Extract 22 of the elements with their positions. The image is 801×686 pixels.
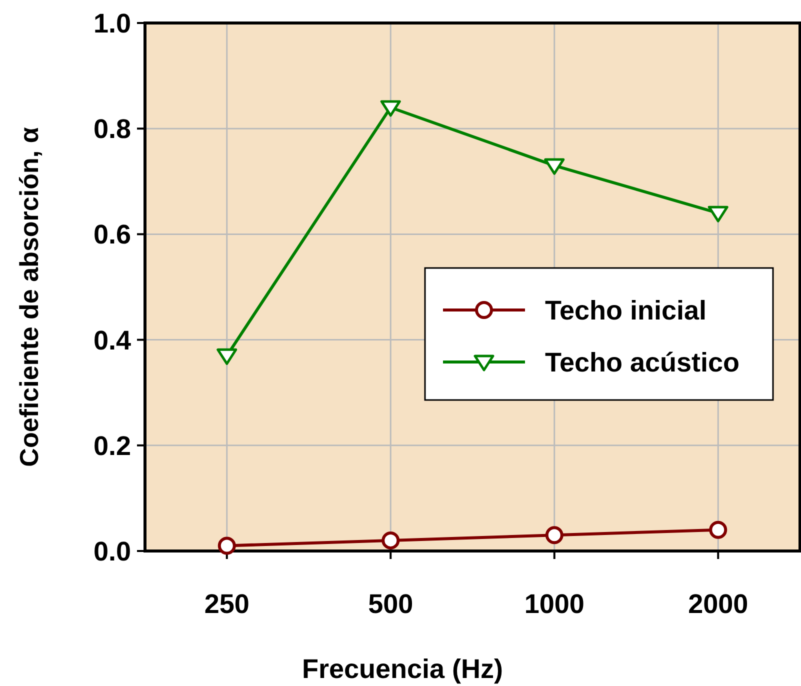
y-tick-label: 0.4 <box>93 325 131 356</box>
x-axis-title: Frecuencia (Hz) <box>302 654 504 684</box>
x-tick-label: 1000 <box>524 589 584 619</box>
y-tick-label: 0.0 <box>93 536 131 566</box>
y-tick-label: 1.0 <box>93 8 131 38</box>
point <box>545 526 564 544</box>
point <box>380 100 401 117</box>
point <box>218 536 236 555</box>
y-tick-label: 0.8 <box>93 114 131 144</box>
legend-label: Techo acústico <box>545 347 740 378</box>
point <box>544 158 565 175</box>
x-tick-label: 2000 <box>688 589 748 619</box>
point <box>708 206 728 222</box>
point <box>709 520 728 539</box>
x-tick-label: 500 <box>368 589 414 619</box>
y-tick-label: 0.6 <box>93 220 131 250</box>
legend-label: Techo inicial <box>545 295 707 326</box>
y-axis-title: Coeficiente de absorción, α <box>14 127 44 467</box>
point <box>382 531 400 550</box>
y-tick-label: 0.2 <box>93 430 131 461</box>
x-tick-label: 250 <box>204 589 250 619</box>
point <box>216 348 238 365</box>
